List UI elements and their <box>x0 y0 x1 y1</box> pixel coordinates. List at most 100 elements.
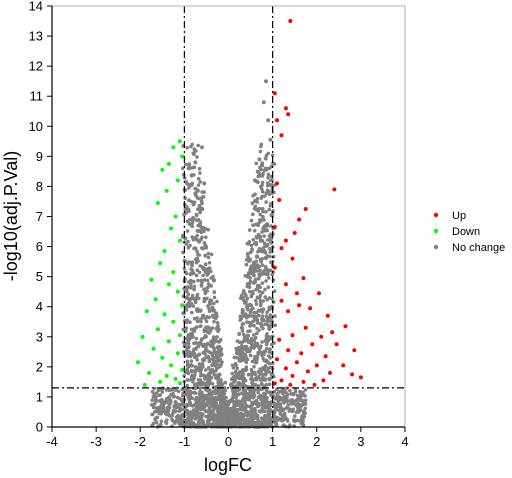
no-change-point <box>192 316 197 321</box>
up-point <box>308 306 313 311</box>
no-change-point <box>255 196 260 201</box>
no-change-point <box>264 156 268 161</box>
no-change-point <box>259 302 263 306</box>
no-change-point <box>200 278 204 283</box>
no-change-point <box>278 402 283 406</box>
no-change-point <box>185 229 190 233</box>
no-change-point <box>261 372 265 377</box>
no-change-point <box>239 347 244 352</box>
no-change-point <box>272 402 277 407</box>
up-point <box>323 354 328 359</box>
no-change-point <box>165 398 170 403</box>
no-change-point <box>267 370 271 374</box>
no-change-point <box>185 286 189 291</box>
down-point <box>180 154 185 159</box>
no-change-point <box>202 407 206 412</box>
no-change-point <box>187 186 191 190</box>
down-point <box>153 297 158 302</box>
no-change-point <box>255 295 260 300</box>
legend: Up Down No change <box>433 210 505 254</box>
x-tick-label: 1 <box>269 434 276 449</box>
no-change-point <box>258 395 262 399</box>
no-change-point <box>187 416 191 421</box>
no-change-point <box>195 358 199 362</box>
no-change-point <box>232 355 237 360</box>
down-point <box>160 167 165 172</box>
no-change-point <box>265 223 270 228</box>
no-change-point <box>235 375 239 379</box>
no-change-point <box>258 299 263 304</box>
no-change-point <box>212 412 216 417</box>
no-change-point <box>185 363 190 368</box>
no-change-point <box>254 259 258 264</box>
no-change-point <box>270 372 275 377</box>
no-change-point <box>182 374 186 378</box>
no-change-point <box>254 298 258 303</box>
no-change-point <box>212 301 216 306</box>
no-change-point <box>244 299 248 304</box>
no-change-point <box>253 192 257 197</box>
x-tick-label: 2 <box>313 434 320 449</box>
no-change-point <box>267 361 272 366</box>
no-change-point <box>267 350 271 354</box>
no-change-point <box>251 378 255 383</box>
no-change-point <box>231 394 235 398</box>
no-change-point <box>216 417 221 421</box>
no-change-point <box>216 397 220 402</box>
no-change-point <box>183 162 188 167</box>
y-tick-label: 11 <box>30 89 44 104</box>
no-change-point <box>257 404 261 408</box>
no-change-point <box>263 295 268 299</box>
no-change-point <box>198 386 202 391</box>
no-change-point <box>193 236 197 240</box>
no-change-point <box>260 183 264 188</box>
no-change-point <box>242 313 246 318</box>
no-change-point <box>235 348 239 353</box>
no-change-point <box>231 365 236 370</box>
y-tick-label: 8 <box>36 179 43 194</box>
no-change-point <box>249 416 254 420</box>
no-change-point <box>237 382 242 387</box>
up-point <box>303 325 308 330</box>
no-change-point <box>209 252 214 257</box>
no-change-point <box>197 223 201 227</box>
down-point <box>158 261 163 266</box>
threshold-layer <box>52 6 405 427</box>
x-tick-label: -4 <box>46 434 58 449</box>
no-change-point <box>251 306 255 311</box>
no-change-point <box>201 412 205 417</box>
no-change-point <box>212 359 216 364</box>
y-tick-label: 12 <box>29 59 43 74</box>
no-change-point <box>201 226 206 230</box>
no-change-point <box>266 354 271 358</box>
no-change-point <box>262 218 266 222</box>
no-change-point <box>267 382 272 387</box>
no-change-point <box>288 388 292 393</box>
no-change-point <box>240 382 245 387</box>
up-point <box>290 373 295 378</box>
no-change-point <box>218 409 222 414</box>
no-change-point <box>215 406 220 410</box>
no-change-point <box>186 395 191 400</box>
down-point <box>164 188 169 193</box>
no-change-point <box>237 331 241 336</box>
no-change-point <box>252 229 257 233</box>
no-change-point <box>281 396 285 400</box>
no-change-point <box>240 356 244 361</box>
legend-swatch-down <box>433 228 439 234</box>
no-change-point <box>267 319 271 323</box>
up-point <box>294 291 299 296</box>
no-change-point <box>273 323 278 328</box>
up-point <box>277 198 282 202</box>
no-change-point <box>185 205 189 209</box>
down-point <box>147 370 152 375</box>
no-change-point <box>270 153 275 158</box>
x-tick-label: 4 <box>401 434 408 449</box>
no-change-point <box>252 345 257 349</box>
no-change-point <box>207 359 212 363</box>
no-change-point <box>252 267 257 272</box>
series-down <box>136 139 185 387</box>
no-change-point <box>195 408 200 412</box>
no-change-point <box>297 395 302 400</box>
no-change-point <box>240 326 245 331</box>
